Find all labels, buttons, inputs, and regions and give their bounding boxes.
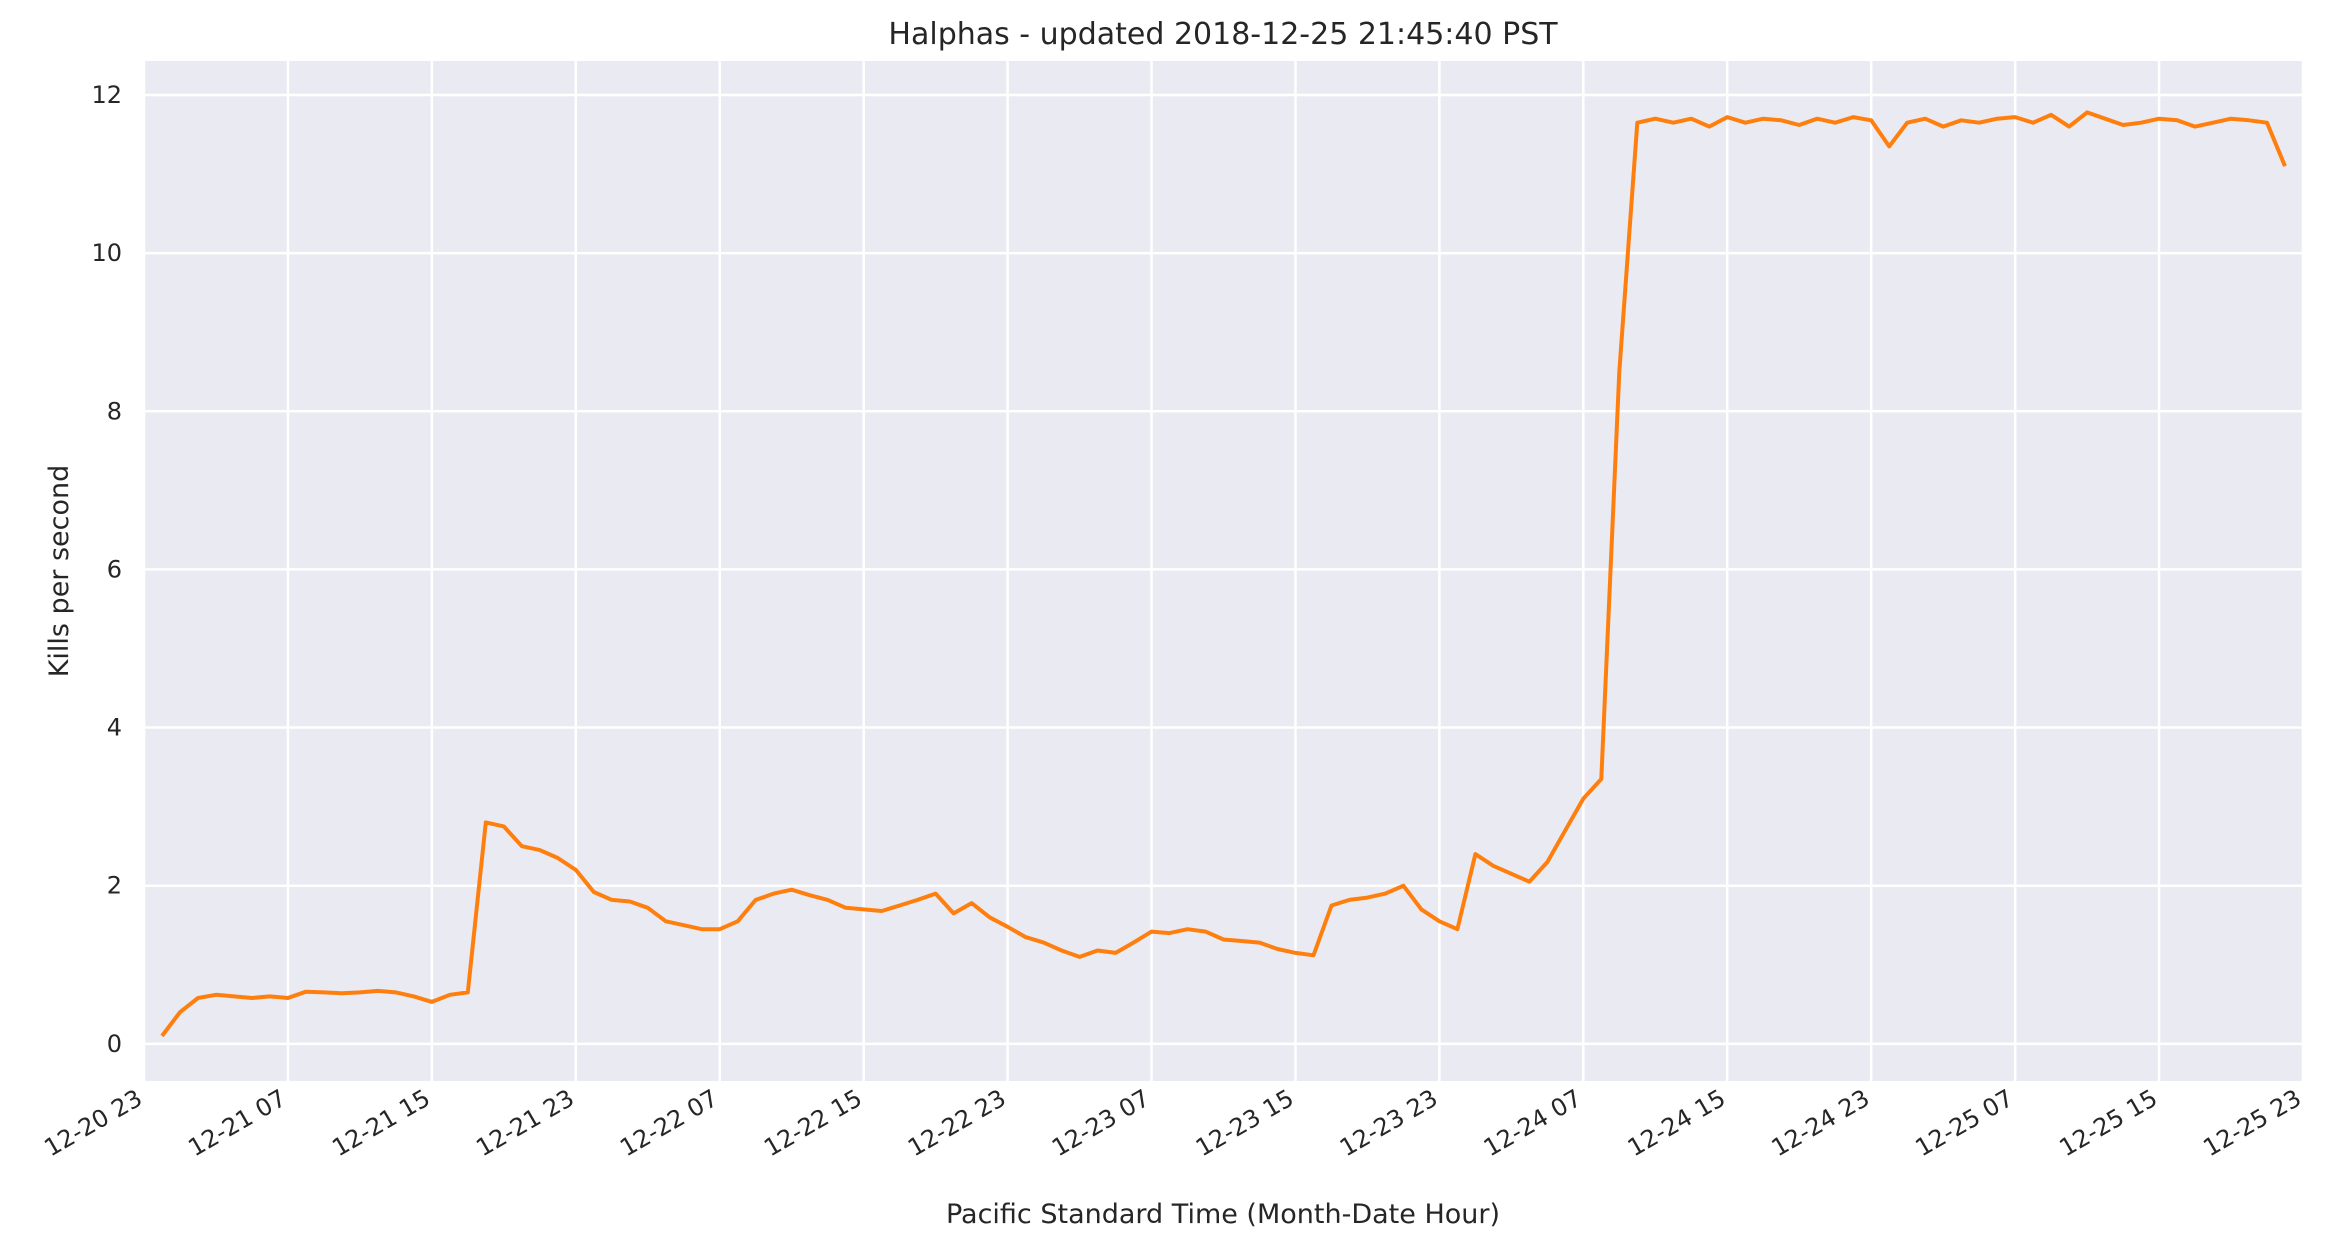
x-tick-label: 12-21 23 [471,1084,578,1162]
plot-area [144,61,2303,1081]
x-tick-label: 12-24 23 [1767,1084,1874,1162]
x-tick-label: 12-23 23 [1335,1084,1442,1162]
y-tick-label: 10 [91,239,122,267]
x-tick-label: 12-23 15 [1191,1084,1298,1162]
chart-title: Halphas - updated 2018-12-25 21:45:40 PS… [888,17,1558,52]
x-tick-label: 12-22 23 [903,1084,1010,1162]
x-axis-label: Pacific Standard Time (Month-Date Hour) [946,1199,1500,1230]
y-tick-label: 12 [91,81,122,109]
y-tick-label: 4 [107,714,122,742]
marks [160,110,2287,1038]
x-tick-label: 12-21 15 [327,1084,434,1162]
y-tick-label: 0 [107,1030,122,1058]
x-tick-label: 12-21 07 [183,1084,290,1162]
x-tick-label: 12-20 23 [40,1084,147,1162]
x-tick-label: 12-23 07 [1047,1084,1154,1162]
x-tick-label: 12-25 23 [2199,1084,2306,1162]
y-axis-label: Kills per second [44,465,75,678]
x-tick-label: 12-25 07 [1911,1084,2018,1162]
x-tick-label: 12-24 07 [1479,1084,1586,1162]
x-tick-label: 12-22 07 [615,1084,722,1162]
y-tick-label: 6 [107,555,122,583]
y-tick-label: 8 [107,397,122,425]
x-tick-label: 12-22 15 [759,1084,866,1162]
x-tick-label: 12-25 15 [2055,1084,2162,1162]
y-tick-label: 2 [107,872,122,900]
line [160,110,2287,1038]
grid [142,61,2305,1081]
x-tick-label: 12-24 15 [1623,1084,1730,1162]
